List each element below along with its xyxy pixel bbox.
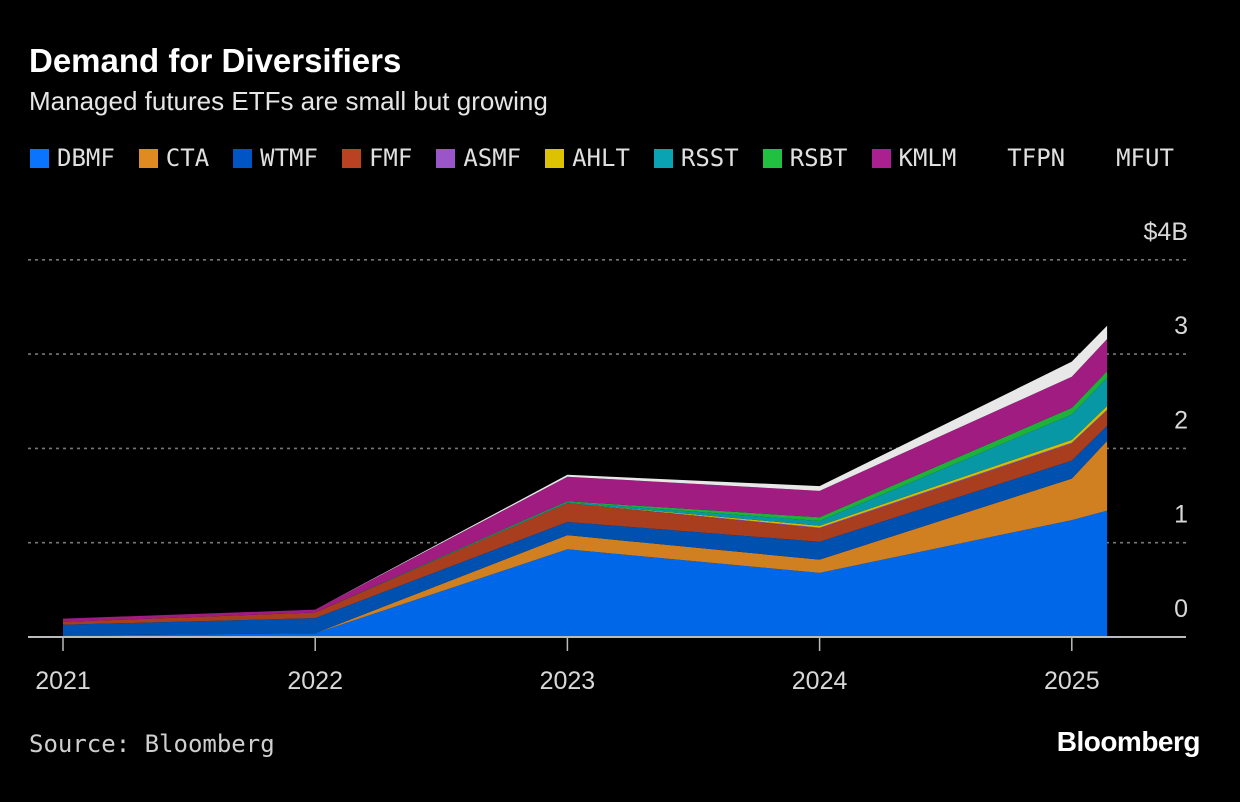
y-tick-label: 1	[1174, 501, 1188, 529]
legend-item-ahlt: AHLT	[545, 142, 630, 174]
y-tick-label: 2	[1174, 406, 1188, 434]
x-tick-label: 2021	[35, 667, 91, 695]
legend-label: WTMF	[260, 144, 318, 172]
legend-swatch	[436, 148, 456, 168]
x-tick-label: 2024	[792, 667, 848, 695]
legend-label: AHLT	[572, 144, 630, 172]
y-tick-label: 3	[1174, 312, 1188, 340]
area-wtmf	[63, 425, 1108, 636]
legend-item-wtmf: WTMF	[233, 142, 318, 174]
area-cta	[63, 440, 1108, 636]
legend-label: TFPN	[1007, 144, 1066, 172]
legend-label: RSBT	[789, 144, 848, 172]
legend: DBMF CTA WTMF FMF ASMF AHLT RSST RSBT KMLM TFPN MF…	[30, 142, 1210, 174]
area-dbmf	[63, 510, 1108, 637]
legend-label: DBMF	[57, 144, 115, 172]
legend-swatch	[762, 148, 782, 168]
legend-item-dbmf: DBMF	[30, 142, 115, 174]
legend-swatch	[138, 148, 158, 168]
area-fmf	[63, 410, 1108, 625]
legend-item-kmlm: KMLM	[871, 142, 957, 174]
area-kmlm	[63, 339, 1108, 622]
legend-swatch	[30, 148, 49, 168]
legend-label: CTA	[165, 144, 210, 172]
legend-item-asmf: ASMF	[436, 142, 521, 174]
y-tick-label: $4B	[1144, 218, 1188, 246]
legend-item-rsbt: RSBT	[762, 142, 848, 174]
x-tick-label: 2025	[1044, 667, 1100, 695]
x-tick-label: 2022	[287, 667, 343, 695]
legend-swatch	[545, 148, 565, 168]
legend-swatch	[653, 148, 673, 168]
legend-item-cta: CTA	[138, 142, 210, 174]
legend-label: FMF	[368, 144, 413, 172]
legend-item-tfpn: TFPN	[980, 142, 1065, 174]
legend-label: ASMF	[463, 144, 522, 172]
legend-label: MFUT	[1116, 144, 1174, 172]
chart-subtitle: Managed futures ETFs are small but growi…	[29, 86, 548, 116]
y-tick-label: 0	[1174, 595, 1188, 623]
legend-swatch	[233, 148, 253, 168]
x-tick-label: 2023	[540, 667, 596, 695]
legend-item-fmf: FMF	[341, 142, 413, 174]
legend-item-rsst: RSST	[653, 142, 739, 174]
legend-swatch	[871, 148, 891, 168]
legend-swatch	[341, 148, 361, 168]
legend-label: RSST	[680, 144, 739, 172]
legend-label: KMLM	[898, 144, 957, 172]
legend-swatch	[1089, 148, 1109, 168]
source-note: Source: Bloomberg	[29, 730, 275, 758]
legend-swatch	[980, 148, 1000, 168]
legend-item-mfut: MFUT	[1089, 142, 1174, 174]
chart-title: Demand for Diversifiers	[29, 42, 402, 79]
bloomberg-logo: Bloomberg	[1056, 726, 1201, 757]
